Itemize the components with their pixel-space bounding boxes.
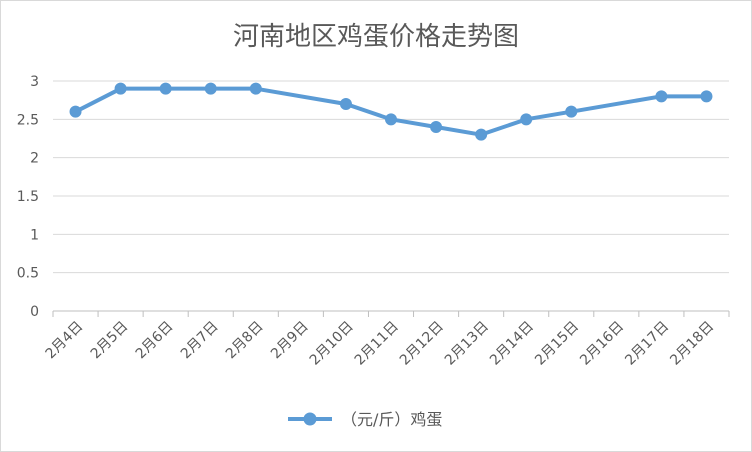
x-tick-label: 2月5日	[88, 319, 132, 363]
gridlines	[53, 80, 729, 274]
data-point	[655, 90, 668, 103]
series-eggs	[69, 82, 713, 141]
data-point	[204, 82, 217, 95]
x-tick-label: 2月18日	[667, 319, 717, 369]
x-tick-label: 2月10日	[307, 319, 357, 369]
data-point	[430, 121, 443, 133]
data-point	[114, 82, 127, 95]
chart-title: 河南地区鸡蛋价格走势图	[233, 22, 519, 52]
legend-label: （元/斤）鸡蛋	[341, 410, 442, 429]
y-tick-label: 1.5	[17, 189, 39, 205]
legend-marker	[303, 412, 317, 426]
y-axis-ticks: 0 0.5 1 1.5 2 2.5 3	[17, 74, 39, 320]
x-tick-label: 2月8日	[223, 319, 267, 363]
series-line	[73, 86, 709, 137]
y-tick-label: 2.5	[17, 112, 39, 128]
x-tick-label: 2月17日	[622, 319, 672, 369]
x-tick-label: 2月16日	[577, 319, 627, 369]
y-tick-label: 2	[30, 151, 39, 167]
y-tick-label: 3	[30, 74, 39, 90]
x-tick-label: 2月15日	[532, 319, 582, 369]
y-tick-label: 0.5	[17, 266, 39, 282]
y-tick-label: 0	[30, 304, 39, 320]
data-point	[385, 113, 397, 126]
data-point	[249, 82, 262, 95]
data-point	[475, 128, 488, 141]
x-tick-label: 2月4日	[43, 319, 87, 363]
data-point	[565, 105, 578, 118]
x-tick-label: 2月13日	[442, 319, 492, 369]
x-tick-label: 2月11日	[352, 319, 402, 369]
x-tick-label: 2月9日	[268, 319, 312, 363]
data-point	[339, 98, 352, 110]
data-point	[69, 105, 82, 118]
legend: （元/斤）鸡蛋	[288, 410, 442, 429]
data-point	[700, 90, 713, 103]
data-point	[159, 82, 172, 95]
x-tick-label: 2月7日	[178, 319, 222, 363]
x-tick-label: 2月12日	[397, 319, 447, 369]
x-tick-label: 2月14日	[487, 319, 537, 369]
x-axis-ticks: 2月4日 2月5日 2月6日 2月7日 2月8日 2月9日2月10日2月11日2月12日2…	[43, 311, 730, 369]
x-tick-label: 2月6日	[133, 319, 177, 363]
data-point	[520, 113, 533, 126]
y-tick-label: 1	[30, 227, 39, 243]
